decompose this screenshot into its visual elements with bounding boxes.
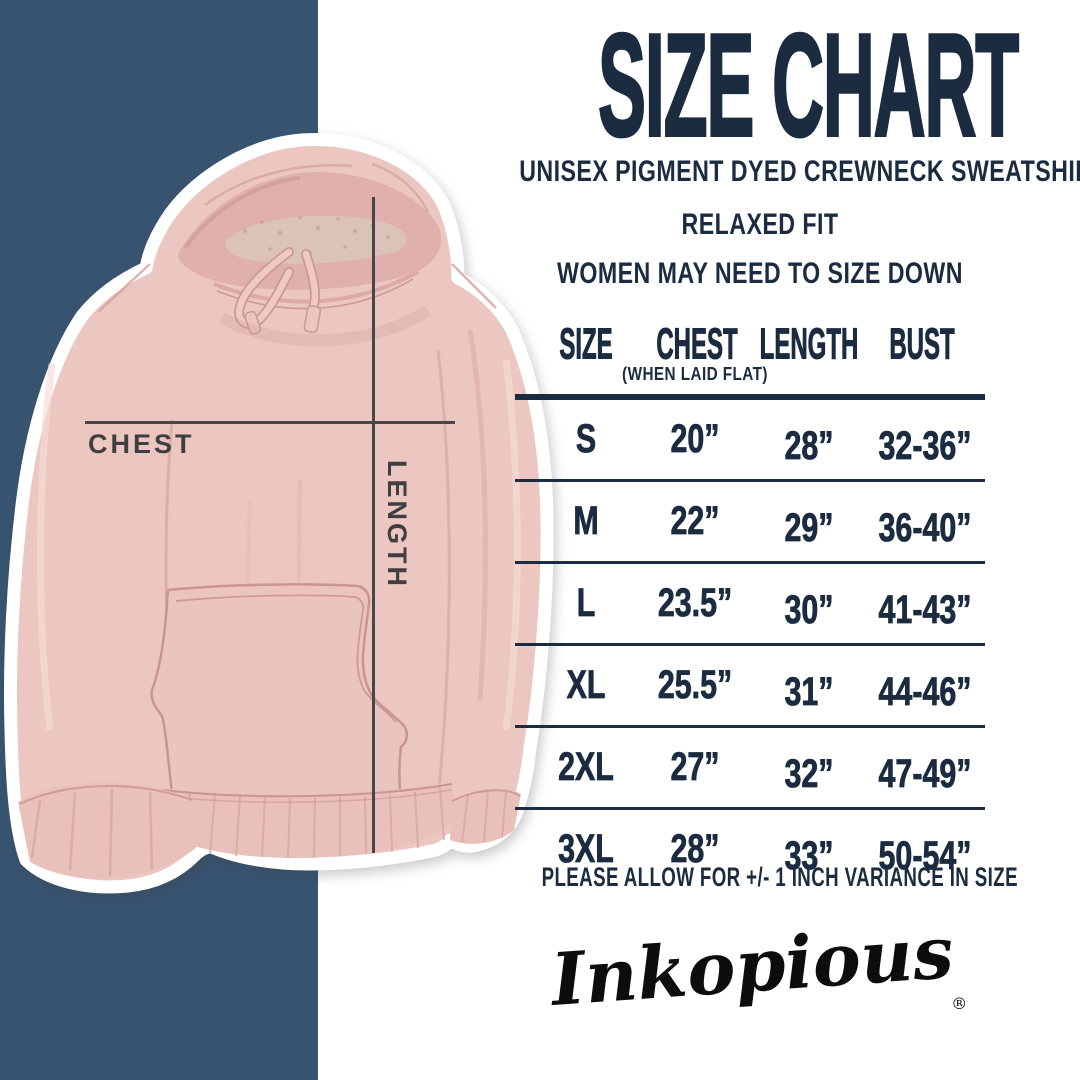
header-bust: BUST [889, 320, 955, 369]
header-divider [515, 394, 985, 400]
cell-size: 2XL [558, 744, 614, 790]
cell-bust: 50-54” [878, 833, 972, 879]
header-length: LENGTH [759, 320, 859, 369]
table-row: M 22” 29” 36-40” [515, 482, 985, 564]
cell-size: S [575, 416, 597, 462]
cell-bust: 32-36” [878, 423, 972, 469]
chest-measure-label: CHEST [88, 429, 195, 459]
left-cuff [18, 782, 196, 879]
cell-size: M [573, 498, 599, 544]
variance-note: PLEASE ALLOW FOR +/- 1 INCH VARIANCE IN … [541, 862, 1018, 893]
brand-name: Inkopious [548, 909, 956, 1022]
length-measure-line [372, 197, 375, 853]
table-row: L 23.5” 30” 41-43” [515, 564, 985, 646]
collar-speckle [225, 215, 407, 264]
right-cuff [450, 788, 521, 844]
registered-mark: ® [951, 994, 968, 1013]
cell-chest: 20” [670, 416, 720, 462]
chest-measure-line [85, 421, 455, 424]
subtitle-product: UNISEX PIGMENT DYED CREWNECK SWEATSHIRT [519, 154, 1080, 188]
size-table-header: SIZE CHEST LENGTH BUST [515, 320, 985, 369]
brand-logo: Inkopious® [480, 909, 1040, 1022]
cell-size: XL [566, 662, 606, 708]
cell-bust: 47-49” [878, 751, 972, 797]
cell-length: 32” [784, 751, 834, 797]
subtitle-fit: RELAXED FIT [681, 207, 839, 241]
size-table: SIZE CHEST LENGTH BUST (WHEN LAID FLAT) … [515, 320, 985, 879]
cell-size: L [576, 580, 596, 626]
cell-bust: 36-40” [878, 505, 972, 551]
cell-length: 31” [784, 669, 834, 715]
cell-bust: 41-43” [878, 587, 972, 633]
table-row: S 20” 28” 32-36” [515, 400, 985, 482]
cell-length: 33” [784, 833, 834, 879]
table-row: XL 25.5” 31” 44-46” [515, 646, 985, 728]
table-row: 3XL 28” 33” 50-54” [515, 810, 985, 889]
cell-chest: 23.5” [657, 580, 733, 626]
cell-chest: 28” [670, 826, 720, 872]
page-title: SIZE CHART [597, 3, 1020, 168]
hood-folds [204, 162, 430, 213]
cell-length: 30” [784, 587, 834, 633]
subtitle-sizing-advice: WOMEN MAY NEED TO SIZE DOWN [557, 256, 963, 290]
size-table-rows: S 20” 28” 32-36” M 22” 29” 36-40” L 23.5… [515, 400, 985, 889]
page-title-box: SIZE CHART [490, 11, 1030, 160]
cell-bust: 44-46” [878, 669, 972, 715]
drawstrings [233, 247, 322, 335]
cell-chest: 27” [670, 744, 720, 790]
table-row: 2XL 27” 32” 47-49” [515, 728, 985, 810]
cell-size: 3XL [558, 826, 614, 872]
header-size: SIZE [559, 320, 613, 369]
header-chest: CHEST [656, 320, 738, 369]
cell-length: 29” [784, 505, 834, 551]
cell-chest: 22” [670, 498, 720, 544]
kangaroo-pocket [150, 583, 409, 800]
cell-length: 28” [784, 423, 834, 469]
length-measure-label: LENGTH [382, 460, 412, 589]
chest-note: (WHEN LAID FLAT) [622, 364, 768, 384]
cell-chest: 25.5” [657, 662, 733, 708]
